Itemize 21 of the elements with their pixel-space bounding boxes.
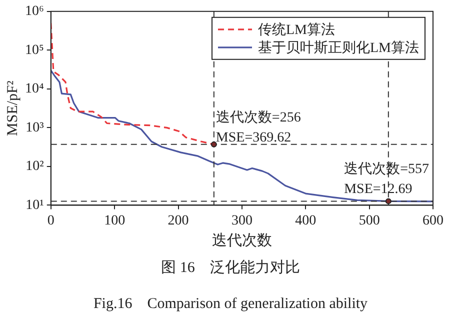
annotation: 迭代次数=256 MSE=369.62	[216, 109, 301, 146]
x-tick-label: 300	[231, 213, 252, 228]
x-axis-title: 迭代次数	[212, 232, 272, 249]
y-tick-label: 10¹	[26, 198, 44, 213]
x-tick-label: 0	[47, 213, 54, 228]
y-axis-title: MSE/pF²	[4, 80, 21, 136]
y-tick-label: 10³	[26, 120, 44, 136]
legend-label: 基于贝叶斯正则化LM算法	[258, 40, 419, 56]
legend-label: 传统LM算法	[258, 22, 335, 38]
y-tick-label: 10⁶	[24, 4, 44, 20]
text: 图 16 泛化能力对比	[160, 258, 301, 277]
x-tick-label: 600	[422, 213, 444, 228]
x-tick-label: 100	[104, 213, 126, 228]
text: Fig.16 Comparison of generalization ability	[92, 295, 369, 313]
annotation: 迭代次数=557 MSE=12.69	[344, 161, 430, 198]
y-tick-label: 10⁴	[24, 82, 44, 97]
x-tick-label: 200	[168, 213, 189, 228]
y-tick-label: 10⁵	[24, 42, 44, 58]
y-tick-label: 10²	[26, 159, 44, 174]
x-tick-label: 400	[295, 213, 316, 228]
x-tick-label: 500	[358, 213, 380, 228]
